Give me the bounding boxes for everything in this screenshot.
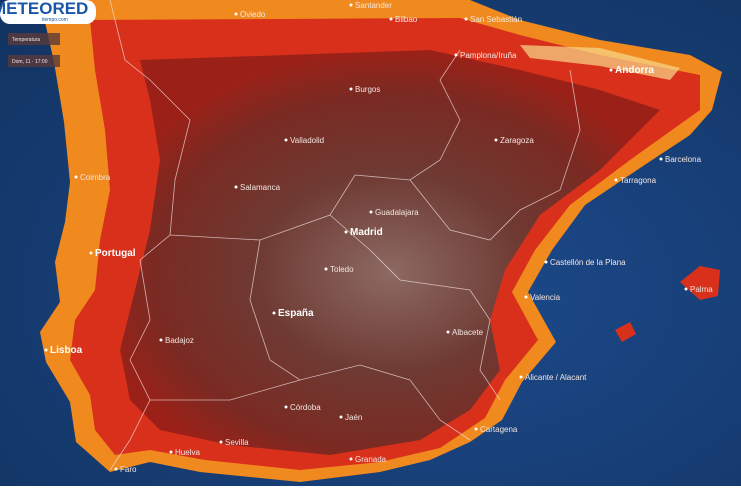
legend-title: Temperatura bbox=[12, 37, 40, 43]
borders bbox=[109, 0, 581, 471]
place-dot bbox=[684, 287, 688, 291]
logo-site: tiempo.com bbox=[42, 17, 68, 23]
place-dot bbox=[349, 3, 353, 7]
place-dot bbox=[284, 405, 288, 409]
place-dot bbox=[114, 467, 118, 471]
place-dot bbox=[349, 457, 353, 461]
place-label: Oviedo bbox=[240, 10, 266, 19]
place-label: Zaragoza bbox=[500, 136, 534, 145]
place-dot bbox=[544, 260, 548, 264]
logo-badge bbox=[0, 0, 96, 24]
place-label: Faro bbox=[120, 465, 137, 474]
place-label: Sevilla bbox=[225, 438, 249, 447]
logo: METEORED bbox=[0, 0, 88, 18]
legend-box bbox=[8, 55, 60, 67]
place-label: Portugal bbox=[95, 248, 136, 259]
place-dot bbox=[494, 138, 498, 142]
land-hot bbox=[120, 50, 660, 455]
place-label: Andorra bbox=[615, 65, 654, 76]
island bbox=[680, 266, 720, 300]
place-label: Córdoba bbox=[290, 403, 321, 412]
place-dot bbox=[74, 175, 78, 179]
legend-time: Dom, 11 · 17:00 bbox=[12, 59, 48, 65]
place-label: Madrid bbox=[350, 227, 383, 238]
place-label: Barcelona bbox=[665, 155, 702, 164]
place-label: Palma bbox=[690, 285, 713, 294]
place-dot bbox=[474, 427, 478, 431]
place-dot bbox=[339, 415, 343, 419]
place-label: Albacete bbox=[452, 328, 484, 337]
place-label: Huelva bbox=[175, 448, 200, 457]
place-dot bbox=[324, 267, 328, 271]
place-dot bbox=[169, 450, 173, 454]
place-label: San Sebastián bbox=[470, 15, 522, 24]
place-dot bbox=[454, 53, 458, 57]
place-label: Lisboa bbox=[50, 345, 83, 356]
place-label: Guadalajara bbox=[375, 208, 419, 217]
place-dot bbox=[519, 375, 523, 379]
place-label: Cartagena bbox=[480, 425, 518, 434]
place-dot bbox=[609, 68, 613, 72]
place-label: Castellón de la Plana bbox=[550, 258, 626, 267]
place-label: Burgos bbox=[355, 85, 380, 94]
place-dot bbox=[344, 230, 348, 234]
place-label: Tarragona bbox=[620, 176, 657, 185]
place-label: Santander bbox=[355, 1, 392, 10]
place-label: Jaén bbox=[345, 413, 362, 422]
place-dot bbox=[284, 138, 288, 142]
place-dot bbox=[369, 210, 373, 214]
place-dot bbox=[659, 157, 663, 161]
place-dot bbox=[234, 185, 238, 189]
legend-box bbox=[8, 33, 60, 45]
place-dot bbox=[219, 440, 223, 444]
island bbox=[615, 322, 636, 342]
place-label: Pamplona/Iruña bbox=[460, 51, 517, 60]
place-dot bbox=[234, 12, 238, 16]
place-dot bbox=[464, 17, 468, 21]
place-label: Salamanca bbox=[240, 183, 281, 192]
pyrenees bbox=[520, 45, 680, 80]
place-label: Valladolid bbox=[290, 136, 324, 145]
place-dot bbox=[89, 251, 93, 255]
place-dot bbox=[524, 295, 528, 299]
place-dot bbox=[614, 178, 618, 182]
place-label: Valencia bbox=[530, 293, 561, 302]
place-dot bbox=[446, 330, 450, 334]
place-dot bbox=[349, 87, 353, 91]
place-dot bbox=[44, 348, 48, 352]
place-label: Alicante / Alacant bbox=[525, 373, 587, 382]
place-dot bbox=[272, 311, 276, 315]
place-label: Granada bbox=[355, 455, 387, 464]
place-label: Bilbao bbox=[395, 15, 418, 24]
place-label: Badajoz bbox=[165, 336, 194, 345]
place-label: España bbox=[278, 308, 314, 319]
place-label: Toledo bbox=[330, 265, 354, 274]
place-label: Coimbra bbox=[80, 173, 111, 182]
place-dot bbox=[159, 338, 163, 342]
place-dot bbox=[389, 17, 393, 21]
